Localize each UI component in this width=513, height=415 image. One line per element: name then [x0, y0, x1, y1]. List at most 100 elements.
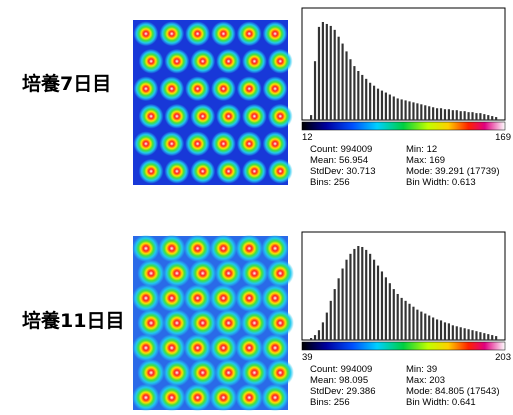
histogram-bar [420, 312, 422, 340]
cell-spot [267, 260, 294, 287]
cell-spot [268, 104, 293, 129]
histogram-bar [349, 59, 351, 120]
cell-spot [139, 104, 164, 129]
histogram-bar [345, 51, 347, 120]
histogram-bar [357, 246, 359, 340]
cell-spot [210, 334, 237, 361]
histogram-bar [342, 269, 344, 340]
stat-text: Bins: 256 [310, 397, 350, 408]
histogram-min: 12 [302, 132, 313, 143]
histogram-bar [373, 260, 375, 340]
histogram-bar [483, 114, 485, 120]
cell-spot [189, 359, 216, 386]
histogram-bar [365, 79, 367, 120]
stat-text: Count: 994009 [310, 364, 372, 375]
cell-spot [242, 159, 267, 184]
cell-spot [137, 359, 164, 386]
histogram-bar [401, 99, 403, 120]
figure: 培養7日目12169Count: 994009Mean: 56.954StdDe… [0, 0, 513, 415]
cell-spot [134, 76, 159, 101]
cell-spot [134, 21, 159, 46]
histogram-bar [385, 277, 387, 340]
histogram-bar [420, 104, 422, 120]
histogram-bar [373, 86, 375, 120]
histogram-bar [310, 338, 312, 340]
cell-spot [237, 131, 262, 156]
histogram-frame [302, 8, 505, 120]
culture-label: 培養7日目 [22, 72, 111, 95]
histogram-bar [393, 96, 395, 120]
histogram-bar [322, 322, 324, 340]
histogram-bar [471, 112, 473, 120]
histogram-bar [389, 95, 391, 120]
cell-spot [236, 235, 263, 262]
cell-spot [236, 284, 263, 311]
histogram-bar [338, 278, 340, 340]
cell-spot [216, 49, 241, 74]
cell-spot [132, 284, 159, 311]
histogram-bar [468, 329, 470, 340]
cell-spot [158, 235, 185, 262]
histogram-bar [436, 108, 438, 120]
histogram-bar [448, 109, 450, 120]
cell-spot [211, 131, 236, 156]
cell-spot [139, 49, 164, 74]
histogram-bar [357, 71, 359, 120]
cell-spot [189, 260, 216, 287]
histogram-bar [464, 328, 466, 340]
cell-spot [132, 235, 159, 262]
cell-spot [159, 76, 184, 101]
cell-spot [241, 359, 268, 386]
histogram-bar [342, 44, 344, 120]
cell-spot [137, 260, 164, 287]
cell-spot [134, 131, 159, 156]
histogram-bar [491, 116, 493, 120]
histogram-bar [456, 110, 458, 120]
stat-text: Count: 994009 [310, 144, 372, 155]
histogram-bar [353, 249, 355, 340]
cell-spot [237, 76, 262, 101]
cell-spot [215, 309, 242, 336]
cell-spot [210, 384, 237, 411]
histogram-bar [475, 113, 477, 120]
cell-spot [261, 384, 288, 411]
cell-spot [268, 49, 293, 74]
cell-spot [263, 21, 288, 46]
cell-spot [165, 159, 190, 184]
histogram-bar [385, 93, 387, 120]
cell-spot [242, 49, 267, 74]
cell-spot [261, 284, 288, 311]
histogram-bar [377, 89, 379, 120]
histogram-bar [345, 260, 347, 340]
heatmap-image [132, 235, 294, 411]
cell-spot [137, 309, 164, 336]
cell-spot [184, 334, 211, 361]
cell-spot [210, 235, 237, 262]
cell-spot [163, 359, 190, 386]
stat-text: Min: 39 [406, 364, 437, 375]
histogram-bar [452, 325, 454, 340]
histogram-bar [487, 334, 489, 340]
histogram-bar [397, 294, 399, 340]
histogram-bar [444, 109, 446, 120]
histogram-bar [318, 27, 320, 120]
cell-spot [267, 359, 294, 386]
lut-bar [302, 122, 505, 130]
stat-text: Min: 12 [406, 144, 437, 155]
histogram-bar [401, 298, 403, 340]
stat-text: Mode: 39.291 (17739) [406, 166, 499, 177]
histogram-bar [353, 66, 355, 120]
histogram-bar [495, 117, 497, 120]
histogram-bar [377, 266, 379, 340]
cell-spot [185, 21, 210, 46]
lut-bar [302, 342, 505, 350]
histogram-bar [416, 103, 418, 120]
cell-spot [263, 76, 288, 101]
histogram-bar [318, 330, 320, 340]
histogram-bar [412, 102, 414, 120]
cell-spot [242, 104, 267, 129]
cell-spot [190, 159, 215, 184]
histogram-bar [432, 317, 434, 340]
histogram-min: 39 [302, 352, 313, 363]
histogram-bar [448, 323, 450, 340]
